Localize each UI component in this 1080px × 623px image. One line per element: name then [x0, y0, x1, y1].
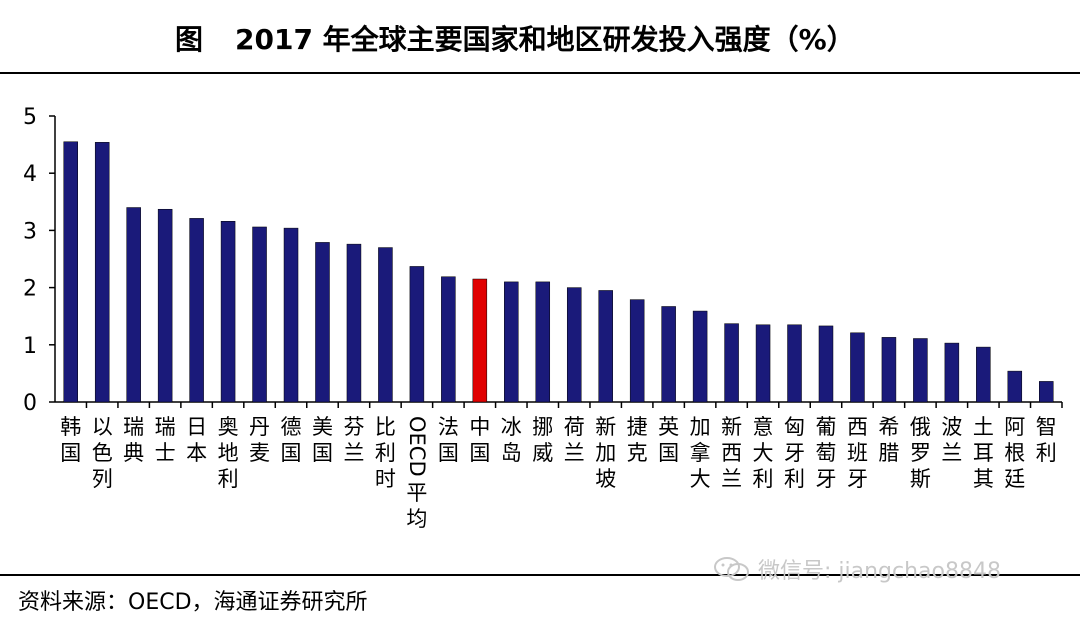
x-tick-label: 智利 — [1036, 415, 1057, 465]
x-tick-label: 中国 — [469, 415, 490, 465]
bar — [566, 287, 582, 403]
x-tick-label: 日本 — [186, 415, 207, 465]
watermark: 微信号: jiangchao8848 — [712, 553, 1001, 585]
x-tick-label: 美国 — [312, 415, 333, 465]
bar — [220, 220, 236, 403]
x-tick-label: 西班牙 — [847, 415, 868, 491]
title-text: 2017 年全球主要国家和地区研发投入强度（%） — [235, 23, 855, 56]
bar — [818, 325, 834, 403]
figure-prefix: 图 — [175, 23, 204, 56]
bar — [504, 281, 519, 403]
y-tick-label: 1 — [23, 334, 37, 359]
bar-highlight — [472, 278, 488, 403]
x-tick-label: 波兰 — [941, 415, 962, 465]
x-tick-label: 英国 — [658, 415, 679, 465]
bar — [913, 338, 928, 403]
y-tick-label: 4 — [23, 162, 37, 187]
x-tick-label: 法国 — [438, 415, 459, 465]
bar — [755, 324, 771, 403]
y-tick-label: 3 — [23, 219, 37, 244]
x-tick-label: 冰岛 — [501, 415, 522, 465]
bar — [315, 242, 330, 403]
source-note: 资料来源：OECD，海通证券研究所 — [18, 590, 368, 615]
bottom-rule — [0, 574, 1080, 576]
x-tick-label: 新西兰 — [721, 415, 742, 491]
y-tick-label: 2 — [23, 277, 37, 302]
y-tick-label: 0 — [23, 391, 37, 416]
x-tick-label: 匈牙利 — [784, 415, 805, 491]
bar — [787, 324, 802, 403]
bar — [976, 346, 991, 403]
bar — [126, 207, 141, 403]
x-tick-label: 芬兰 — [343, 415, 364, 465]
x-tick-label: 韩国 — [60, 415, 81, 465]
x-tick-label: 加拿大 — [690, 415, 711, 491]
bar — [252, 226, 267, 403]
bar — [535, 281, 551, 403]
x-tick-label-latin: OECD — [405, 416, 429, 477]
x-tick-label: 平均 — [406, 481, 427, 531]
x-tick-label: 葡萄牙 — [815, 415, 836, 491]
bar — [189, 218, 204, 403]
bar — [63, 141, 78, 403]
x-tick-label: 捷克 — [627, 415, 648, 465]
watermark-text: 微信号: jiangchao8848 — [758, 559, 1001, 584]
bar — [378, 247, 393, 403]
x-tick-label: 新加坡 — [595, 415, 616, 491]
bar — [724, 323, 739, 403]
bar — [409, 266, 425, 403]
bar — [629, 299, 645, 403]
bar — [441, 276, 456, 403]
x-tick-label: 丹麦 — [249, 415, 270, 465]
wechat-icon — [714, 557, 749, 581]
bar — [850, 332, 865, 403]
bar — [661, 306, 676, 403]
x-tick-label: 德国 — [281, 415, 302, 465]
x-tick-label: 土耳其 — [973, 415, 994, 491]
top-rule — [0, 72, 1080, 74]
chart-title: 图 2017 年全球主要国家和地区研发投入强度（%） — [0, 0, 1080, 80]
x-tick-label: 荷兰 — [564, 415, 585, 465]
x-tick-label: 瑞典 — [123, 415, 144, 465]
x-tick-label: 以色列 — [92, 415, 113, 491]
x-tick-label: 希腊 — [878, 415, 899, 465]
x-tick-label: 挪威 — [532, 415, 553, 465]
x-tick-label: 奥地利 — [218, 415, 239, 491]
bar — [157, 208, 173, 403]
bar — [692, 310, 708, 403]
bar — [1007, 370, 1023, 403]
bar — [1039, 381, 1054, 403]
x-tick-label: 比利时 — [375, 415, 396, 491]
y-tick-label: 5 — [23, 105, 37, 130]
x-tick-label: 瑞士 — [155, 415, 176, 465]
bar — [881, 337, 897, 403]
x-tick-label: 意大利 — [753, 415, 774, 491]
bar — [94, 142, 110, 403]
bar — [598, 290, 613, 403]
x-tick-label: 阿根廷 — [1004, 415, 1025, 491]
bar — [346, 243, 362, 403]
bar — [283, 227, 299, 403]
bar — [944, 342, 960, 403]
x-tick-label: 俄罗斯 — [910, 415, 931, 491]
